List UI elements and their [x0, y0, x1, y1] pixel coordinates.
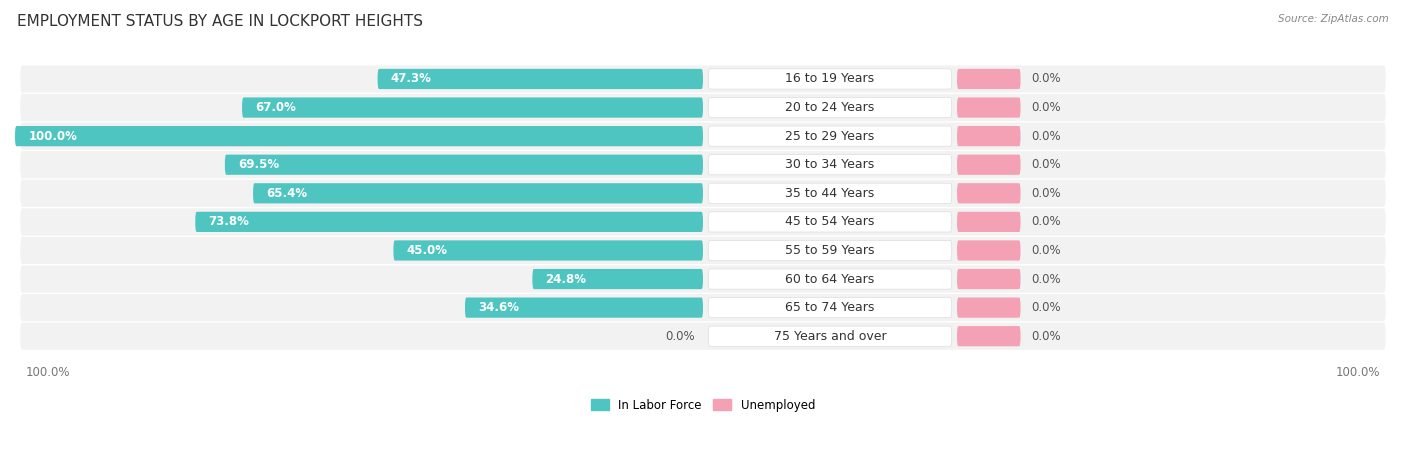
FancyBboxPatch shape	[394, 240, 703, 261]
FancyBboxPatch shape	[242, 97, 703, 118]
FancyBboxPatch shape	[957, 298, 1021, 318]
FancyBboxPatch shape	[957, 69, 1021, 89]
Text: 24.8%: 24.8%	[546, 272, 586, 285]
Text: 65.4%: 65.4%	[266, 187, 308, 200]
FancyBboxPatch shape	[709, 183, 952, 203]
FancyBboxPatch shape	[378, 69, 703, 89]
Text: 0.0%: 0.0%	[1031, 272, 1060, 285]
Text: 0.0%: 0.0%	[1031, 244, 1060, 257]
FancyBboxPatch shape	[957, 183, 1021, 203]
Text: 100.0%: 100.0%	[1336, 366, 1381, 379]
FancyBboxPatch shape	[195, 212, 703, 232]
Text: 0.0%: 0.0%	[1031, 101, 1060, 114]
FancyBboxPatch shape	[957, 97, 1021, 118]
Text: 30 to 34 Years: 30 to 34 Years	[786, 158, 875, 171]
FancyBboxPatch shape	[709, 69, 952, 89]
FancyBboxPatch shape	[709, 126, 952, 146]
Text: 67.0%: 67.0%	[256, 101, 297, 114]
FancyBboxPatch shape	[20, 208, 1386, 235]
Text: Source: ZipAtlas.com: Source: ZipAtlas.com	[1278, 14, 1389, 23]
FancyBboxPatch shape	[465, 298, 703, 318]
Text: 0.0%: 0.0%	[1031, 158, 1060, 171]
FancyBboxPatch shape	[253, 183, 703, 203]
FancyBboxPatch shape	[709, 298, 952, 318]
Text: 35 to 44 Years: 35 to 44 Years	[786, 187, 875, 200]
FancyBboxPatch shape	[957, 240, 1021, 261]
FancyBboxPatch shape	[709, 326, 952, 346]
FancyBboxPatch shape	[20, 65, 1386, 92]
Text: 0.0%: 0.0%	[1031, 187, 1060, 200]
FancyBboxPatch shape	[20, 237, 1386, 264]
Text: 0.0%: 0.0%	[1031, 330, 1060, 343]
FancyBboxPatch shape	[20, 294, 1386, 321]
FancyBboxPatch shape	[957, 269, 1021, 289]
Text: 25 to 29 Years: 25 to 29 Years	[786, 129, 875, 143]
Text: 0.0%: 0.0%	[1031, 73, 1060, 86]
FancyBboxPatch shape	[15, 126, 703, 146]
FancyBboxPatch shape	[957, 212, 1021, 232]
Text: 45.0%: 45.0%	[406, 244, 447, 257]
Text: 47.3%: 47.3%	[391, 73, 432, 86]
Text: 16 to 19 Years: 16 to 19 Years	[786, 73, 875, 86]
Text: 100.0%: 100.0%	[25, 366, 70, 379]
FancyBboxPatch shape	[709, 97, 952, 118]
Text: 0.0%: 0.0%	[1031, 301, 1060, 314]
FancyBboxPatch shape	[709, 212, 952, 232]
Text: 55 to 59 Years: 55 to 59 Years	[786, 244, 875, 257]
Text: 20 to 24 Years: 20 to 24 Years	[786, 101, 875, 114]
FancyBboxPatch shape	[709, 155, 952, 175]
Text: EMPLOYMENT STATUS BY AGE IN LOCKPORT HEIGHTS: EMPLOYMENT STATUS BY AGE IN LOCKPORT HEI…	[17, 14, 423, 28]
Text: 34.6%: 34.6%	[478, 301, 519, 314]
FancyBboxPatch shape	[709, 240, 952, 261]
FancyBboxPatch shape	[20, 179, 1386, 207]
FancyBboxPatch shape	[20, 94, 1386, 121]
Legend: In Labor Force, Unemployed: In Labor Force, Unemployed	[591, 399, 815, 411]
FancyBboxPatch shape	[533, 269, 703, 289]
FancyBboxPatch shape	[957, 155, 1021, 175]
FancyBboxPatch shape	[20, 322, 1386, 350]
FancyBboxPatch shape	[20, 151, 1386, 178]
FancyBboxPatch shape	[957, 126, 1021, 146]
Text: 0.0%: 0.0%	[665, 330, 695, 343]
Text: 73.8%: 73.8%	[208, 216, 249, 228]
FancyBboxPatch shape	[20, 266, 1386, 293]
Text: 0.0%: 0.0%	[1031, 129, 1060, 143]
Text: 65 to 74 Years: 65 to 74 Years	[786, 301, 875, 314]
Text: 60 to 64 Years: 60 to 64 Years	[786, 272, 875, 285]
Text: 69.5%: 69.5%	[238, 158, 280, 171]
FancyBboxPatch shape	[225, 155, 703, 175]
Text: 75 Years and over: 75 Years and over	[773, 330, 886, 343]
Text: 45 to 54 Years: 45 to 54 Years	[786, 216, 875, 228]
Text: 0.0%: 0.0%	[1031, 216, 1060, 228]
FancyBboxPatch shape	[709, 269, 952, 289]
Text: 100.0%: 100.0%	[28, 129, 77, 143]
FancyBboxPatch shape	[20, 123, 1386, 150]
FancyBboxPatch shape	[957, 326, 1021, 346]
